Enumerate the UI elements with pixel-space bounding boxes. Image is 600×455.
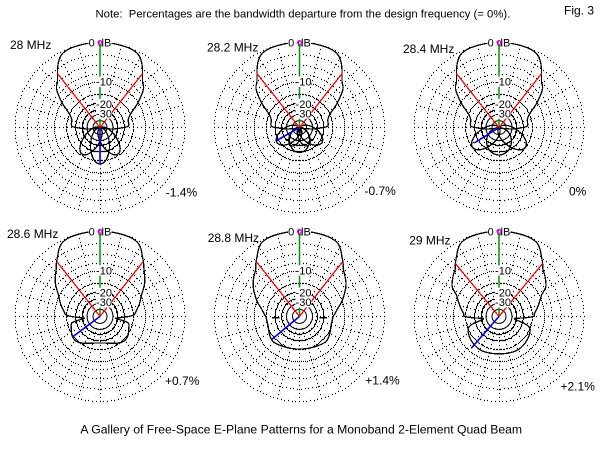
svg-text:0 dB: 0 dB bbox=[288, 226, 311, 238]
svg-text:0 dB: 0 dB bbox=[488, 226, 511, 238]
svg-text:28 MHz: 28 MHz bbox=[10, 38, 51, 52]
svg-text:-20: -20 bbox=[296, 288, 312, 300]
svg-text:+0.7%: +0.7% bbox=[165, 374, 200, 388]
svg-text:+2.1%: +2.1% bbox=[561, 380, 596, 394]
svg-text:-10: -10 bbox=[96, 265, 112, 277]
svg-text:-10: -10 bbox=[296, 265, 312, 277]
svg-text:Note: Percentages are the ban: Note: Percentages are the bandwidth depa… bbox=[96, 8, 511, 20]
svg-text:-20: -20 bbox=[96, 99, 112, 111]
svg-text:-30: -30 bbox=[96, 108, 112, 120]
svg-text:-30: -30 bbox=[96, 297, 112, 309]
svg-text:-10: -10 bbox=[495, 77, 511, 89]
svg-text:29 MHz: 29 MHz bbox=[409, 234, 450, 248]
svg-text:0 dB: 0 dB bbox=[488, 38, 511, 50]
svg-text:-30: -30 bbox=[495, 297, 511, 309]
svg-text:-20: -20 bbox=[296, 99, 312, 111]
svg-text:-10: -10 bbox=[296, 77, 312, 89]
svg-text:28.2 MHz: 28.2 MHz bbox=[207, 41, 258, 55]
svg-text:0 dB: 0 dB bbox=[89, 226, 112, 238]
svg-text:-30: -30 bbox=[296, 108, 312, 120]
svg-text:-20: -20 bbox=[96, 288, 112, 300]
svg-text:Fig. 3: Fig. 3 bbox=[564, 4, 594, 18]
svg-text:-10: -10 bbox=[96, 77, 112, 89]
svg-text:-10: -10 bbox=[495, 265, 511, 277]
svg-text:28.4 MHz: 28.4 MHz bbox=[403, 42, 454, 56]
svg-text:28.8 MHz: 28.8 MHz bbox=[208, 231, 259, 245]
svg-text:A Gallery of Free-Space E-Plan: A Gallery of Free-Space E-Plane Patterns… bbox=[80, 423, 522, 437]
svg-text:-30: -30 bbox=[495, 108, 511, 120]
svg-text:-30: -30 bbox=[296, 297, 312, 309]
svg-text:-20: -20 bbox=[495, 288, 511, 300]
svg-text:-1.4%: -1.4% bbox=[166, 186, 198, 200]
svg-text:+1.4%: +1.4% bbox=[365, 374, 400, 388]
svg-text:-0.7%: -0.7% bbox=[365, 184, 397, 198]
svg-text:-20: -20 bbox=[495, 99, 511, 111]
svg-text:0 dB: 0 dB bbox=[89, 38, 112, 50]
svg-text:0%: 0% bbox=[569, 185, 587, 199]
svg-text:0 dB: 0 dB bbox=[288, 38, 311, 50]
svg-text:28.6 MHz: 28.6 MHz bbox=[7, 227, 58, 241]
